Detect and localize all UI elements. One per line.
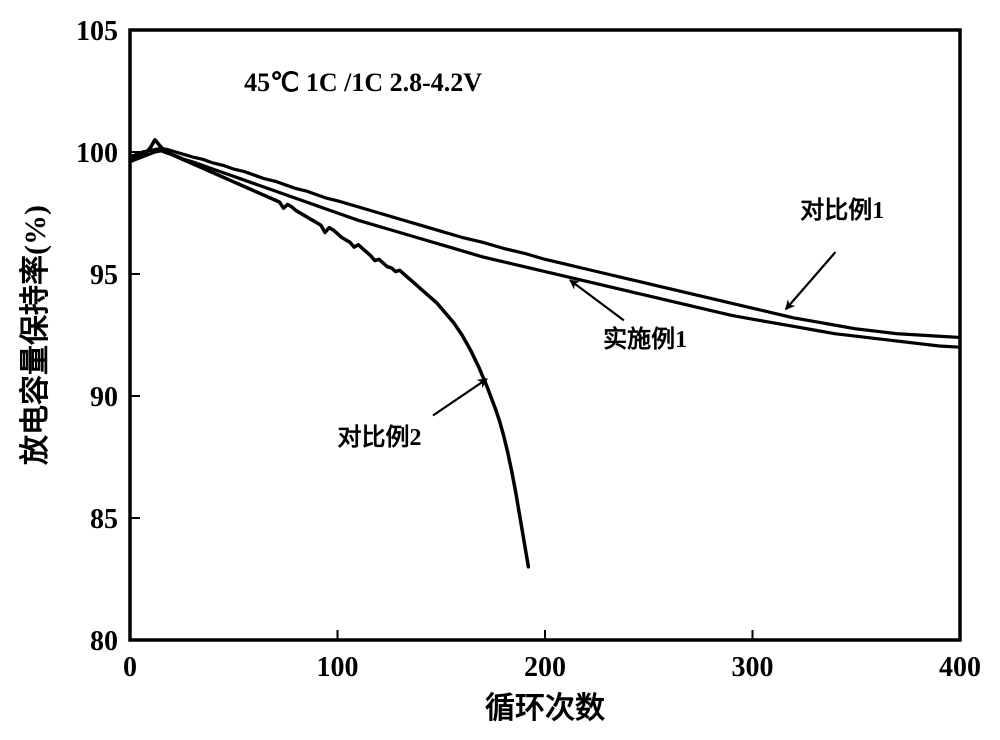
y-tick-label: 95 (90, 260, 118, 291)
y-tick-label: 90 (90, 382, 118, 413)
annotation-label-comp1: 对比例1 (800, 197, 884, 224)
y-tick-label: 85 (90, 504, 118, 535)
x-tick-label: 100 (317, 652, 359, 683)
y-axis-label: 放电容量保持率(%) (19, 205, 52, 466)
condition-text: 45℃ 1C /1C 2.8-4.2V (244, 68, 482, 97)
chart-container: 0 100 200 300 400 80 85 90 95 100 105 循环次数 放电容量保持率(%… (0, 0, 1000, 740)
y-tick-label: 100 (76, 138, 118, 169)
annotation-label-ex1: 实施例1 (603, 325, 687, 353)
y-tick-label: 105 (76, 16, 118, 47)
y-tick-label: 80 (90, 626, 118, 657)
x-axis-label: 循环次数 (485, 692, 606, 725)
x-tick-label: 400 (939, 652, 981, 683)
annotation-label-comp2: 对比例2 (338, 424, 422, 451)
x-tick-label: 0 (123, 652, 137, 683)
chart-background (0, 0, 1000, 740)
line-chart: 0 100 200 300 400 80 85 90 95 100 105 循环次数 放电容量保持率(%… (0, 0, 1000, 740)
x-tick-label: 300 (732, 652, 774, 683)
x-tick-label: 200 (524, 652, 566, 683)
